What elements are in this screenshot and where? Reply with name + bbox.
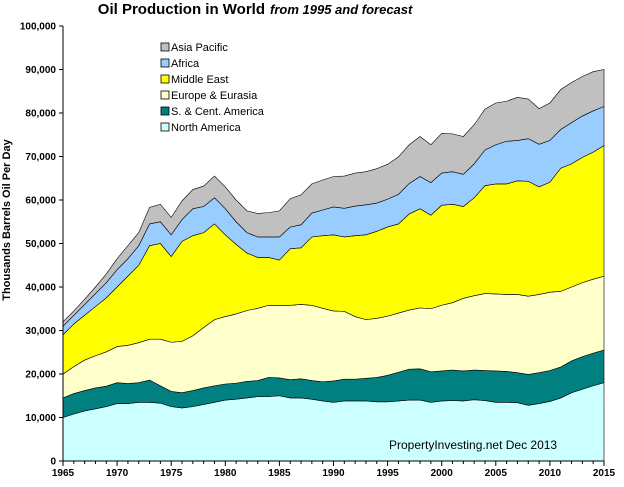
chart-title: Oil Production in World <box>98 1 265 18</box>
legend-swatch <box>160 58 170 68</box>
x-tick-label: 1965 <box>52 468 75 479</box>
axes-group <box>59 25 605 466</box>
area-series-group <box>62 69 605 462</box>
legend-swatch <box>160 122 170 132</box>
legend-swatch <box>160 42 170 52</box>
legend-label: North America <box>171 122 242 134</box>
legend-label: Asia Pacific <box>171 42 228 54</box>
legend-label: Africa <box>171 58 200 70</box>
x-tick-label: 2000 <box>431 468 454 479</box>
tick-labels-group: 0 10,000 20,000 30,000 40,000 50,000 60,000 70,… <box>20 22 616 480</box>
legend-swatch <box>160 90 170 100</box>
y-tick-label: 10,000 <box>25 413 56 424</box>
x-tick-label: 1975 <box>160 468 183 479</box>
y-tick-label: 20,000 <box>25 370 56 381</box>
x-tick-label: 2005 <box>485 468 508 479</box>
legend-label: Europe & Eurasia <box>171 90 258 102</box>
y-axis-label: Thousands Barrels Oil Per Day <box>1 138 13 300</box>
y-tick-label: 30,000 <box>25 326 56 337</box>
legend-label: Middle East <box>171 74 228 86</box>
legend-label: S. & Cent. America <box>171 106 265 118</box>
legend-swatch <box>160 74 170 84</box>
y-tick-label: 0 <box>50 457 56 468</box>
x-tick-label: 1985 <box>268 468 291 479</box>
y-tick-label: 90,000 <box>25 65 56 76</box>
legend: Asia Pacific Africa Middle East Europe & Eu… <box>160 42 265 134</box>
x-tick-label: 1970 <box>106 468 129 479</box>
y-tick-label: 70,000 <box>25 152 56 163</box>
y-tick-label: 40,000 <box>25 283 56 294</box>
x-tick-label: 2015 <box>593 468 616 479</box>
x-tick-label: 1995 <box>376 468 399 479</box>
area-asia-pacific <box>62 69 605 327</box>
legend-swatch <box>160 106 170 116</box>
y-tick-label: 60,000 <box>25 196 56 207</box>
source-annotation: PropertyInvesting.net Dec 2013 <box>389 438 557 452</box>
x-tick-label: 1990 <box>322 468 345 479</box>
y-tick-label: 100,000 <box>20 22 57 33</box>
y-tick-label: 50,000 <box>25 239 56 250</box>
chart-subtitle: from 1995 and forecast <box>270 2 413 17</box>
x-tick-label: 1980 <box>214 468 237 479</box>
x-tick-label: 2010 <box>539 468 562 479</box>
y-tick-label: 80,000 <box>25 109 56 120</box>
